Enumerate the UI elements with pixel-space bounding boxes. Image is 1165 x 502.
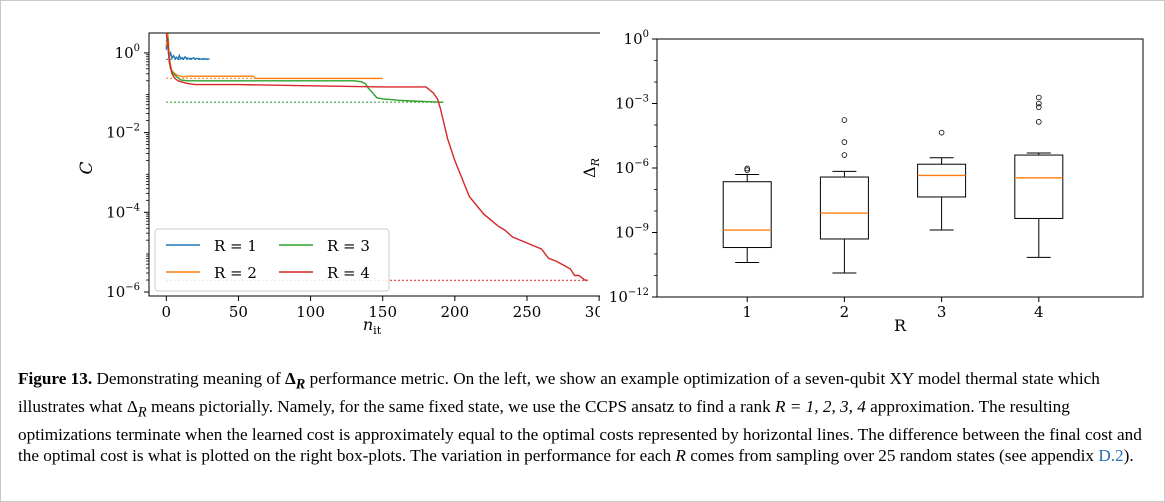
- outlier-point: [744, 167, 750, 173]
- y-tick-label: 10−6: [106, 282, 140, 301]
- outlier-point: [744, 165, 750, 172]
- x-tick-label: 3: [937, 303, 947, 321]
- right-plot-frame: [656, 38, 1144, 298]
- x-tick-label: 2: [840, 303, 850, 321]
- cost-trace-r1: [165, 35, 210, 61]
- outlier-point: [841, 139, 848, 145]
- legend-label-r4: R = 4: [327, 264, 370, 282]
- right-plot-ticks: 1 2 3 4 10−12 10−9 10−6 10−3 100: [609, 29, 1044, 321]
- caption-text-3: means pictorially. Namely, for the same …: [146, 396, 775, 416]
- x-tick-label: 4: [1034, 303, 1044, 321]
- caption-text-4: approximation. The resulting optimizatio…: [18, 396, 1142, 466]
- legend-box: [154, 228, 390, 292]
- box-iqr: [1014, 154, 1064, 219]
- y-tick-label: 10−9: [615, 223, 649, 242]
- box-iqr: [819, 176, 869, 240]
- x-tick-label: 300: [585, 303, 600, 321]
- caption-text-1: Demonstrating meaning of: [92, 369, 285, 388]
- caption-delta-bold: ΔR: [285, 369, 305, 392]
- right-plot-boxes: [722, 94, 1064, 274]
- outlier-point: [1036, 100, 1042, 107]
- left-plot-lines: [165, 33, 588, 282]
- outlier-point: [1036, 94, 1042, 101]
- x-tick-label: 50: [229, 303, 248, 321]
- y-tick-label: 10−4: [106, 202, 140, 221]
- right-x-axis-label: R: [894, 316, 907, 335]
- legend-label-r1: R = 1: [214, 237, 257, 255]
- figure-caption: Figure 13. Demonstrating meaning of ΔR p…: [18, 368, 1143, 467]
- left-optimization-plot: 0 50 100 150 200 250 300 10−6 10−4 10−2 100 R = 1 …: [77, 32, 600, 337]
- legend-label-r2: R = 2: [214, 264, 257, 282]
- figure-label: Figure 13.: [18, 369, 93, 388]
- outlier-point: [841, 117, 848, 123]
- y-tick-label: 100: [624, 29, 649, 48]
- left-plot-frame: [148, 32, 600, 297]
- x-tick-label: 100: [296, 303, 325, 321]
- box-iqr: [917, 163, 967, 198]
- y-tick-label: 10−2: [106, 123, 140, 142]
- x-tick-label: 0: [162, 303, 172, 321]
- caption-text-2: performance metric. On the left, we show…: [18, 369, 1100, 416]
- y-tick-label: 10−6: [615, 158, 649, 177]
- appendix-link[interactable]: D.2: [1098, 446, 1124, 466]
- x-tick-label: 150: [368, 303, 397, 321]
- cost-trace-r3: [165, 36, 444, 103]
- caption-delta-inline: ΔR: [126, 396, 147, 421]
- caption-rank-expr: R = 1, 2, 3, 4: [774, 396, 866, 416]
- left-y-axis-label: C: [77, 161, 97, 174]
- right-boxplot: 1 2 3 4 10−12 10−9 10−6 10−3 100 ΔR R: [580, 29, 1144, 335]
- legend-label-r3: R = 3: [327, 237, 370, 255]
- left-x-axis-label: nit: [363, 315, 382, 337]
- right-y-axis-label: ΔR: [580, 158, 602, 178]
- outlier-point: [1036, 104, 1042, 110]
- y-tick-label: 100: [115, 43, 140, 62]
- y-tick-label: 10−3: [615, 94, 649, 113]
- outlier-point: [938, 129, 945, 136]
- box-iqr: [722, 181, 772, 249]
- caption-delta-sub: R: [295, 376, 306, 393]
- caption-delta-symbol: Δ: [285, 369, 296, 388]
- caption-r: R: [675, 446, 686, 466]
- y-tick-label: 10−12: [609, 287, 649, 306]
- outlier-point: [1036, 119, 1042, 125]
- x-tick-label: 1: [742, 303, 752, 321]
- caption-text-5: comes from sampling over 25 random state…: [685, 446, 1099, 466]
- left-plot-legend: R = 1 R = 2 R = 3 R = 4: [154, 228, 390, 292]
- caption-text-6: ).: [1123, 446, 1134, 466]
- cost-trace-r4: [165, 33, 588, 282]
- x-tick-label: 200: [441, 303, 470, 321]
- outlier-point: [841, 152, 848, 158]
- left-plot-ticks: 0 50 100 150 200 250 300 10−6 10−4 10−2 100: [106, 43, 600, 321]
- x-tick-label: 250: [513, 303, 542, 321]
